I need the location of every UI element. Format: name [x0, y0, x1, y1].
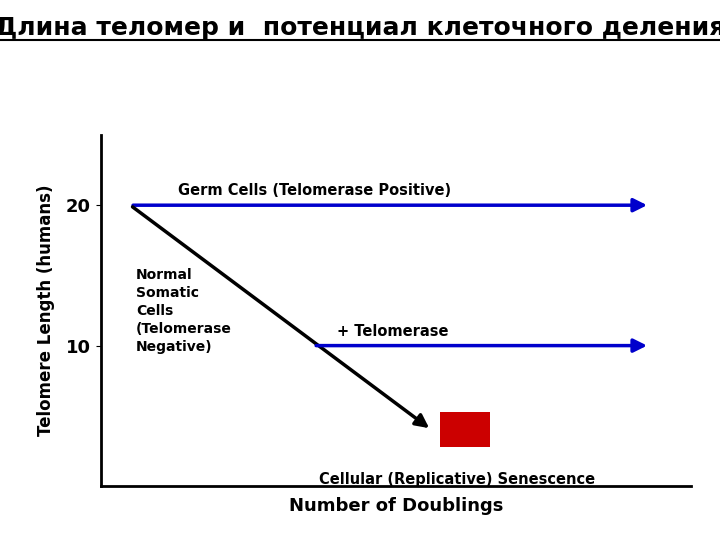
Text: Длина теломер и  потенциал клеточного деления: Длина теломер и потенциал клеточного дел… — [0, 16, 720, 40]
Text: Normal
Somatic
Cells
(Telomerase
Negative): Normal Somatic Cells (Telomerase Negativ… — [136, 268, 232, 354]
Text: Cellular (Replicative) Senescence: Cellular (Replicative) Senescence — [319, 472, 595, 487]
Bar — [440, 411, 490, 447]
Text: Germ Cells (Telomerase Positive): Germ Cells (Telomerase Positive) — [178, 183, 451, 198]
X-axis label: Number of Doublings: Number of Doublings — [289, 497, 503, 515]
Y-axis label: Telomere Length (humans): Telomere Length (humans) — [37, 185, 55, 436]
Text: + Telomerase: + Telomerase — [337, 323, 449, 339]
